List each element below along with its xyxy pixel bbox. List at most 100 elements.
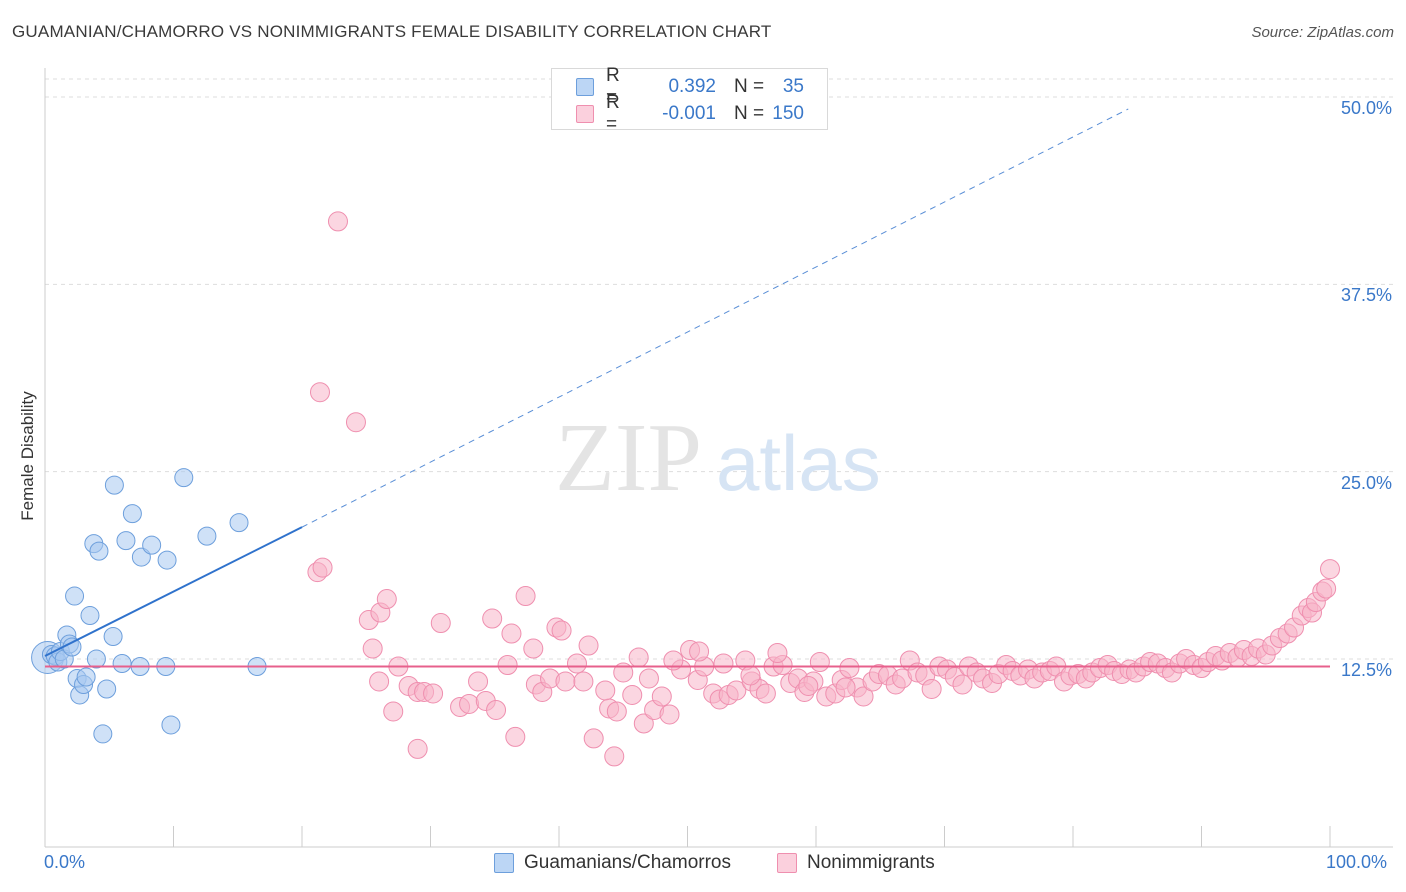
nonimmigrants-point <box>628 647 649 668</box>
stats-legend: R = 0.392 N = 35 R = -0.001 N = 150 <box>551 65 828 135</box>
guamanians-point <box>89 541 109 561</box>
nonimmigrants-point <box>383 701 404 722</box>
nonimmigrants-point <box>809 651 830 672</box>
nonimmigrants-point <box>468 671 489 692</box>
watermark-atlas: atlas <box>716 419 881 507</box>
nonimmigrants-point <box>689 641 710 662</box>
nonimmigrants-point <box>555 671 576 692</box>
nonimmigrants-point <box>551 620 572 641</box>
legend-label-nonimmigrants: Nonimmigrants <box>807 852 935 873</box>
nonimmigrants-point <box>622 684 643 705</box>
x-tick-label-min: 0.0% <box>44 852 86 872</box>
guamanians-point <box>80 606 100 626</box>
y-tick-label: 25.0% <box>1340 472 1392 493</box>
guamanians-point <box>142 535 162 555</box>
series-legend: Guamanians/Chamorros Nonimmigrants <box>0 852 1406 878</box>
nonimmigrants-point <box>583 728 604 749</box>
nonimmigrants-point <box>713 653 734 674</box>
guamanians-trend-dashed <box>301 108 1129 528</box>
nonimmigrants-point <box>606 701 627 722</box>
watermark-zip: ZIP <box>555 404 702 512</box>
n-value: 35 <box>782 76 804 97</box>
legend-item-nonimmigrants: Nonimmigrants <box>777 852 935 874</box>
nonimmigrants-point <box>486 699 507 720</box>
nonimmigrants-point <box>952 674 973 695</box>
guamanians-point <box>161 715 181 735</box>
nonimmigrants-point <box>482 608 503 629</box>
guamanians-point <box>86 649 106 669</box>
nonimmigrants-point <box>767 643 788 664</box>
r-label: R = <box>606 92 620 135</box>
guamanians-point <box>174 468 194 488</box>
legend-label-guamanians: Guamanians/Chamorros <box>524 852 731 873</box>
nonimmigrants-point <box>633 713 654 734</box>
nonimmigrants-point <box>839 657 860 678</box>
nonimmigrants-point <box>595 680 616 701</box>
nonimmigrants-point <box>651 686 672 707</box>
nonimmigrants-point <box>578 635 599 656</box>
guamanians-points <box>31 468 267 744</box>
stats-swatch-pink <box>576 105 594 123</box>
nonimmigrants-point <box>638 668 659 689</box>
nonimmigrants-point <box>309 382 330 403</box>
nonimmigrants-point <box>369 671 390 692</box>
nonimmigrants-point <box>327 211 348 232</box>
nonimmigrants-point <box>659 704 680 725</box>
nonimmigrants-points <box>307 211 1340 767</box>
nonimmigrants-point <box>604 746 625 767</box>
nonimmigrants-point <box>566 653 587 674</box>
nonimmigrants-point <box>430 613 451 634</box>
trend-lines <box>44 108 1330 668</box>
stats-swatch-blue <box>576 78 594 96</box>
guamanians-point <box>116 531 136 551</box>
n-label: N = <box>734 103 765 124</box>
guamanians-point <box>97 679 117 699</box>
guamanians-point <box>65 586 85 606</box>
nonimmigrants-point <box>798 675 819 696</box>
n-value: 150 <box>772 103 804 124</box>
nonimmigrants-point <box>921 678 942 699</box>
legend-swatch-pink <box>777 853 797 873</box>
guamanians-point <box>157 550 177 570</box>
source-label: Source: ZipAtlas.com <box>1251 24 1394 41</box>
r-value: 0.392 <box>668 76 716 97</box>
nonimmigrants-point <box>515 586 536 607</box>
nonimmigrants-point <box>740 665 761 686</box>
n-label: N = <box>734 76 765 97</box>
nonimmigrants-point <box>1316 578 1337 599</box>
nonimmigrants-point <box>459 693 480 714</box>
nonimmigrants-point <box>663 650 684 671</box>
stats-row-nonimmigrants: R = -0.001 N = 150 <box>576 92 804 135</box>
stats-row-guamanians: R = 0.392 N = 35 <box>576 65 804 108</box>
grid-lines <box>45 78 1393 660</box>
guamanians-point <box>104 475 124 495</box>
axes <box>44 68 1393 848</box>
legend-swatch-blue <box>494 853 514 873</box>
nonimmigrants-point <box>497 654 518 675</box>
guamanians-point <box>122 504 142 524</box>
nonimmigrants-point <box>853 686 874 707</box>
nonimmigrants-point <box>345 412 366 433</box>
y-axis-label: Female Disability <box>18 391 37 521</box>
guamanians-point <box>112 653 132 673</box>
nonimmigrants-point <box>755 683 776 704</box>
nonimmigrants-point <box>1320 559 1340 580</box>
nonimmigrants-point <box>505 726 526 747</box>
guamanians-point <box>93 724 113 744</box>
watermark: ZIP atlas <box>555 404 881 512</box>
nonimmigrants-point <box>613 662 634 683</box>
r-label: R = <box>606 65 620 108</box>
guamanians-point <box>103 627 123 647</box>
nonimmigrants-point <box>423 683 444 704</box>
nonimmigrants-point <box>312 557 333 578</box>
nonimmigrants-point <box>835 677 856 698</box>
y-tick-label: 12.5% <box>1340 660 1392 680</box>
guamanians-trend-solid <box>44 526 303 657</box>
nonimmigrants-point <box>362 638 383 659</box>
guamanians-point <box>229 513 249 533</box>
nonimmigrants-point <box>407 738 428 759</box>
x-tick-label-max: 100.0% <box>1326 852 1388 872</box>
guamanians-point <box>76 667 96 687</box>
y-tick-label: 50.0% <box>1340 98 1392 118</box>
